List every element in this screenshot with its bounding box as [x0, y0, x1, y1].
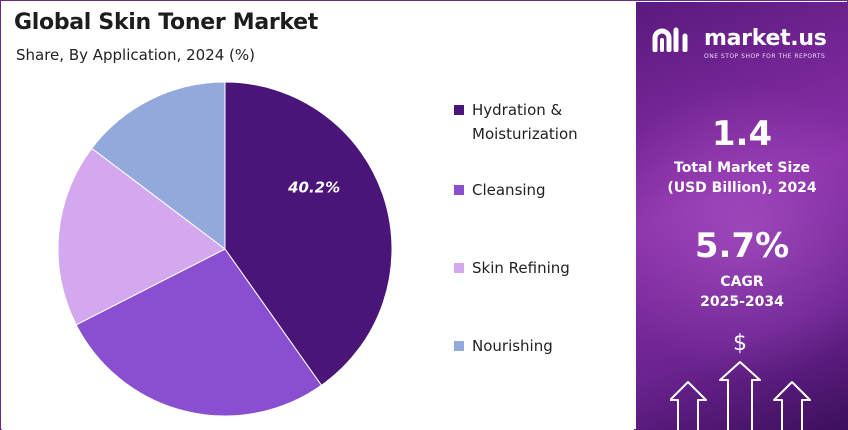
growth-arrows-icon — [670, 361, 811, 430]
pie-chart: 40.2% — [57, 81, 393, 417]
legend-item: Skin Refining — [454, 256, 614, 280]
legend-label: Nourishing — [472, 337, 553, 355]
cagr-label-line: 2025-2034 — [700, 294, 784, 310]
brand-logo: market.us ONE STOP SHOP FOR THE REPORTS — [652, 26, 842, 66]
brand-tagline: ONE STOP SHOP FOR THE REPORTS — [704, 53, 826, 60]
legend-swatch — [454, 263, 464, 273]
pie-data-label: 40.2% — [287, 179, 340, 197]
sidebar-glow — [636, 82, 848, 382]
pie-slice — [91, 81, 226, 251]
cagr-value: 5.7% — [694, 226, 790, 266]
legend-label: Cleansing — [472, 181, 546, 199]
legend-label: Moisturization — [472, 125, 578, 143]
chart-panel: Global Skin Toner Market Share, By Appli… — [2, 2, 634, 430]
legend-swatch — [454, 341, 464, 351]
pie-slice — [75, 248, 323, 417]
legend-label: Skin Refining — [472, 259, 570, 277]
summary-sidebar: market.us ONE STOP SHOP FOR THE REPORTS … — [636, 2, 848, 430]
chart-title: Global Skin Toner Market — [14, 10, 319, 35]
legend-item: Nourishing — [454, 334, 614, 358]
currency-symbol: $ — [733, 331, 747, 356]
cagr-label: CAGR 2025-2034 — [636, 272, 848, 312]
market-size-label-line: Total Market Size — [674, 160, 810, 176]
legend-item: Hydration & Moisturization — [454, 98, 614, 146]
legend-swatch — [454, 105, 464, 115]
market-size-label: Total Market Size (USD Billion), 2024 — [636, 158, 848, 198]
legend-label: Hydration & — [472, 101, 563, 119]
legend-item: Cleansing — [454, 178, 614, 202]
legend-swatch — [454, 185, 464, 195]
cagr-label-line: CAGR — [720, 274, 764, 290]
pie-slice — [224, 81, 393, 387]
market-size-value: 1.4 — [711, 114, 773, 154]
brand-name: market.us — [704, 26, 827, 51]
pie-slice — [57, 147, 226, 326]
market-us-logo-icon — [652, 27, 688, 52]
market-size-label-line: (USD Billion), 2024 — [667, 180, 817, 196]
dollar-icon: $ — [733, 331, 747, 356]
chart-subtitle: Share, By Application, 2024 (%) — [16, 46, 256, 64]
